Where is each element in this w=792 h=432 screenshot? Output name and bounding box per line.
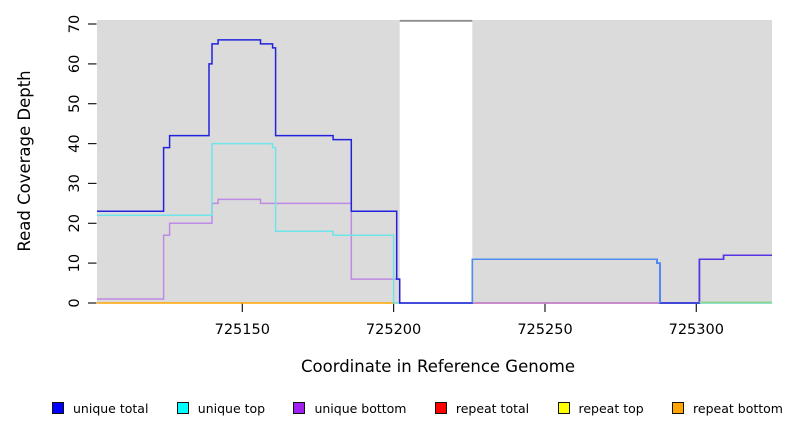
- legend-swatch-unique-top: [176, 402, 189, 414]
- legend-label-unique-top: unique top: [197, 400, 266, 416]
- y-tick-label: 50: [67, 94, 83, 112]
- legend-item-unique-total: unique total: [52, 401, 148, 416]
- plot-area: 725150 725200 725250 725300 0 10 20 30 40 50 60 70: [67, 15, 772, 338]
- legend: unique total unique top unique bottom repea…: [52, 397, 783, 419]
- coverage-region: [472, 20, 772, 303]
- y-tick-label: 30: [67, 174, 83, 192]
- x-tick-label: 725250: [517, 322, 572, 338]
- y-tick-label: 0: [67, 298, 83, 307]
- legend-label-repeat-bottom: repeat bottom: [693, 400, 783, 416]
- legend-item-repeat-top: repeat top: [557, 400, 644, 416]
- legend-label-repeat-top: repeat top: [578, 400, 644, 416]
- legend-swatch-unique-total: [52, 402, 64, 414]
- coverage-chart: 725150 725200 725250 725300010203040506070 …: [15, 15, 772, 376]
- legend-item-repeat-total: repeat total: [434, 400, 530, 416]
- legend-swatch-repeat-total: [434, 402, 447, 414]
- legend-label-unique-total: unique total: [73, 400, 149, 416]
- legend-label-repeat-total: repeat total: [455, 400, 530, 416]
- x-tick-label: 725300: [669, 322, 724, 338]
- x-tick-label: 725200: [366, 322, 421, 338]
- legend-item-unique-bottom: unique bottom: [293, 400, 407, 416]
- legend-item-unique-top: unique top: [176, 400, 266, 416]
- x-axis-title: Coordinate in Reference Genome: [301, 357, 575, 376]
- y-axis-title: Read Coverage Depth: [15, 70, 34, 251]
- legend-label-unique-bottom: unique bottom: [314, 400, 407, 416]
- y-tick-label: 10: [67, 254, 83, 272]
- y-tick-label: 40: [67, 134, 83, 152]
- legend-swatch-repeat-bottom: [672, 402, 685, 414]
- legend-swatch-repeat-top: [557, 402, 570, 414]
- y-tick-label: 60: [67, 55, 83, 73]
- y-tick-label: 20: [67, 214, 83, 232]
- coverage-region: [97, 20, 400, 303]
- legend-swatch-unique-bottom: [293, 402, 306, 414]
- y-tick-label: 70: [67, 15, 83, 33]
- x-tick-label: 725150: [215, 322, 270, 338]
- legend-item-repeat-bottom: repeat bottom: [672, 401, 783, 416]
- overlap-line: [471, 258, 661, 303]
- overlap-line: [698, 254, 772, 303]
